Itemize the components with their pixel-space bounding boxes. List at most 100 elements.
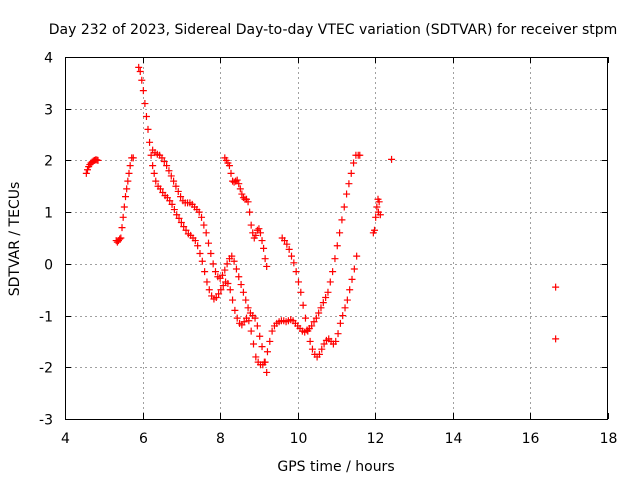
data-point (173, 211, 181, 219)
data-point (320, 340, 328, 348)
data-point (141, 100, 149, 108)
data-point (198, 213, 206, 221)
data-point (315, 350, 323, 358)
data-point (374, 208, 382, 216)
data-point (231, 306, 239, 314)
data-point (116, 235, 124, 243)
data-point (177, 218, 185, 226)
data-point (212, 293, 220, 301)
data-point (333, 242, 341, 250)
data-point (219, 282, 227, 290)
data-point (263, 368, 271, 376)
data-point (299, 301, 307, 309)
y-tick-label: 3 (44, 103, 53, 119)
data-point (255, 225, 263, 233)
data-point (228, 252, 236, 260)
data-point (238, 190, 246, 198)
data-point (135, 63, 143, 71)
data-point (166, 197, 174, 205)
data-point (233, 176, 241, 184)
data-point (356, 151, 364, 159)
data-point (347, 169, 355, 177)
data-point (372, 213, 380, 221)
data-point (322, 293, 330, 301)
data-point (281, 237, 289, 245)
data-point (146, 138, 154, 146)
data-point (340, 203, 348, 211)
data-point (158, 154, 166, 162)
data-point (182, 226, 190, 234)
x-tick-label: 4 (61, 431, 70, 447)
data-point (552, 283, 560, 291)
data-point (202, 229, 210, 237)
data-point (350, 265, 358, 273)
data-point (332, 337, 340, 345)
data-point (256, 332, 264, 340)
data-point (294, 278, 302, 286)
data-point (170, 206, 178, 214)
data-point (324, 288, 332, 296)
data-point (260, 358, 268, 366)
data-point (229, 296, 237, 304)
data-point (317, 304, 325, 312)
data-point (207, 250, 215, 258)
data-point (346, 286, 354, 294)
data-point (240, 318, 248, 326)
data-point (258, 343, 266, 351)
data-point (215, 290, 223, 298)
data-point (249, 340, 257, 348)
data-point (129, 154, 137, 162)
plot-frame (65, 57, 608, 420)
data-point (205, 286, 213, 294)
data-point (139, 87, 147, 95)
data-point (83, 166, 91, 174)
data-point (117, 234, 125, 242)
data-point (263, 262, 271, 270)
data-point (136, 67, 144, 75)
data-point (353, 252, 361, 260)
data-point (160, 157, 168, 165)
data-point (331, 255, 339, 263)
data-point (138, 76, 146, 84)
data-point (224, 280, 232, 288)
data-point (326, 278, 334, 286)
x-tick-label: 12 (367, 431, 385, 447)
data-point (239, 288, 247, 296)
y-tick-labels: -3 -2 -1 0 1 2 3 4 (39, 51, 53, 429)
data-point (258, 237, 266, 245)
data-point (310, 318, 318, 326)
data-point (261, 255, 269, 263)
data-point (223, 260, 231, 268)
data-point (318, 345, 326, 353)
data-point (226, 286, 234, 294)
data-point (304, 327, 312, 335)
data-point (319, 299, 327, 307)
data-point (163, 162, 171, 170)
y-tick-label: -1 (39, 310, 53, 326)
data-point (174, 187, 182, 195)
data-point (371, 226, 379, 234)
data-point (123, 185, 131, 193)
data-point (343, 190, 351, 198)
data-point (122, 193, 130, 201)
data-point (301, 314, 309, 322)
data-point (211, 268, 219, 276)
data-point (175, 214, 183, 222)
data-point (194, 242, 202, 250)
data-point (239, 194, 247, 202)
x-tick-label: 14 (445, 431, 463, 447)
data-point (237, 281, 245, 289)
data-point (292, 268, 300, 276)
data-point (120, 203, 128, 211)
data-point (345, 180, 353, 188)
data-point (82, 169, 90, 177)
y-tick-label: 1 (44, 206, 53, 222)
data-point (348, 275, 356, 283)
x-tick-label: 16 (522, 431, 540, 447)
data-point (290, 259, 298, 267)
data-point (312, 314, 320, 322)
data-point (180, 223, 188, 231)
x-axis-label: GPS time / hours (277, 459, 394, 475)
data-point (244, 304, 252, 312)
